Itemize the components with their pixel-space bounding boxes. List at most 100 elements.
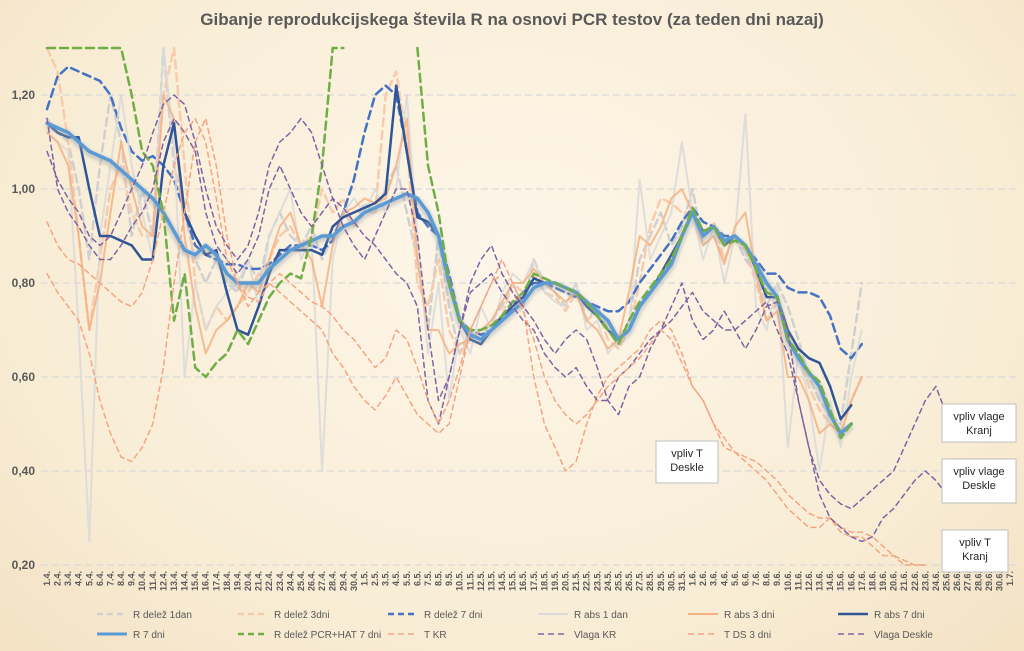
x-tick-label: 2.5. (370, 571, 380, 586)
x-tick-label: 29.5. (656, 571, 666, 591)
series-line-3 (46, 47, 863, 543)
series-lines (45, 46, 958, 566)
legend-entry: R abs 3 dni (688, 610, 775, 621)
legend-label: R abs 7 dni (874, 610, 925, 621)
x-tick-label: 9.6. (772, 571, 782, 586)
x-tick-label: 20.5. (561, 571, 571, 591)
x-tick-label: 21.5. (571, 571, 581, 591)
x-tick-label: 1.5. (359, 571, 369, 586)
series-line-10 (46, 117, 927, 566)
x-tick-label: 9.4. (127, 571, 137, 586)
x-tick-label: 22.6. (910, 571, 920, 591)
legend-label: T KR (424, 630, 447, 641)
x-tick-label: 21.6. (899, 571, 909, 591)
x-tick-label: 23.4. (275, 571, 285, 591)
x-tick-label: 23.6. (920, 571, 930, 591)
annotation-frame (655, 440, 719, 484)
legend-label: R 7 dni (133, 630, 165, 641)
legend-entry: R delež 3dni (238, 610, 330, 621)
legend-label: Vlaga KR (574, 630, 616, 641)
x-tick-label: 10.5. (455, 571, 465, 591)
x-tick-label: 18.6. (867, 571, 877, 591)
x-tick-label: 16.6. (846, 571, 856, 591)
legend-entry: R 7 dni (97, 630, 165, 641)
legend-label: R delež 7 dni (424, 610, 482, 621)
legend-entry: R delež PCR+HAT 7 dni (238, 630, 381, 641)
x-tick-label: 13.5. (486, 571, 496, 591)
annotation-text: Deskle (962, 480, 996, 492)
x-tick-label: 20.6. (889, 571, 899, 591)
y-tick-label: 1,00 (12, 182, 36, 196)
x-tick-label: 8.6. (762, 571, 772, 586)
legend-label: T DS 3 dni (724, 630, 771, 641)
annotation-text: vpliv vlage (953, 411, 1004, 423)
x-tick-label: 9.5. (444, 571, 454, 586)
annotation-text: Deskle (670, 462, 704, 474)
annotation-frame (941, 458, 1017, 504)
x-tick-label: 1.6. (688, 571, 698, 586)
x-tick-label: 2.4. (53, 571, 63, 586)
x-tick-label: 16.5. (518, 571, 528, 591)
x-tick-label: 2.6. (698, 571, 708, 586)
x-tick-label: 6.6. (740, 571, 750, 586)
annotation-box: vpliv T Deskle (655, 440, 719, 484)
x-tick-label: 25.4. (296, 571, 306, 591)
annotation-box: vpliv vlage Deskle (941, 458, 1017, 504)
x-tick-label: 19.4. (232, 571, 242, 591)
annotation-text: vpliv T (959, 537, 991, 549)
x-tick-label: 5.5. (402, 571, 412, 586)
x-tick-label: 29.6. (984, 571, 994, 591)
legend-entry: R abs 1 dan (538, 610, 628, 621)
x-tick-label: 11.4. (148, 571, 158, 591)
x-tick-label: 10.4. (137, 571, 147, 591)
x-tick-label: 7.5. (423, 571, 433, 586)
y-tick-label: 0,60 (12, 370, 36, 384)
x-tick-label: 31.5. (677, 571, 687, 591)
legend-label: R delež PCR+HAT 7 dni (274, 630, 381, 641)
legend-label: Vlaga Deskle (874, 630, 933, 641)
y-tick-label: 1,20 (12, 88, 36, 102)
x-tick-label: 25.5. (613, 571, 623, 591)
x-tick-label: 18.4. (222, 571, 232, 591)
x-tick-label: 8.5. (434, 571, 444, 586)
x-tick-label: 24.6. (931, 571, 941, 591)
x-tick-label: 1.7. (1005, 571, 1015, 586)
y-tick-label: 0,80 (12, 276, 36, 290)
x-tick-label: 20.4. (243, 571, 253, 591)
x-tick-label: 6.4. (95, 571, 105, 586)
x-tick-label: 5.6. (730, 571, 740, 586)
x-tick-label: 17.5. (529, 571, 539, 591)
annotation-box: vpliv T Kranj (941, 529, 1009, 573)
x-tick-label: 21.4. (254, 571, 264, 591)
annotation-text: vpliv T (671, 448, 703, 460)
x-tick-label: 19.5. (550, 571, 560, 591)
y-axis-tick-labels: 0,20 0,40 0,60 0,80 1,00 1,20 (12, 88, 36, 572)
legend-entry: R abs 7 dni (838, 610, 925, 621)
x-tick-label: 30.5. (666, 571, 676, 591)
annotation-box: vpliv vlage Kranj (941, 403, 1017, 443)
x-tick-label: 12.5. (476, 571, 486, 591)
x-tick-label: 13.6. (815, 571, 825, 591)
legend-label: R delež 1dan (133, 610, 192, 621)
x-tick-label: 4.6. (719, 571, 729, 586)
legend-entry: R delež 1dan (97, 610, 192, 621)
x-tick-label: 17.6. (857, 571, 867, 591)
x-tick-label: 4.5. (391, 571, 401, 586)
legend-entry: Vlaga Deskle (838, 630, 933, 641)
x-tick-label: 3.6. (709, 571, 719, 586)
x-tick-label: 15.6. (836, 571, 846, 591)
x-tick-label: 14.6. (825, 571, 835, 591)
x-tick-label: 5.4. (84, 571, 94, 586)
gridlines (41, 94, 1016, 566)
x-tick-label: 26.4. (307, 571, 317, 591)
x-tick-label: 28.4. (328, 571, 338, 591)
x-tick-label: 30.6. (994, 571, 1004, 591)
x-tick-label: 19.6. (878, 571, 888, 591)
x-tick-label: 4.4. (74, 571, 84, 586)
x-tick-label: 6.5. (412, 571, 422, 586)
legend-entry: T DS 3 dni (688, 630, 771, 641)
x-tick-label: 14.4. (180, 571, 190, 591)
